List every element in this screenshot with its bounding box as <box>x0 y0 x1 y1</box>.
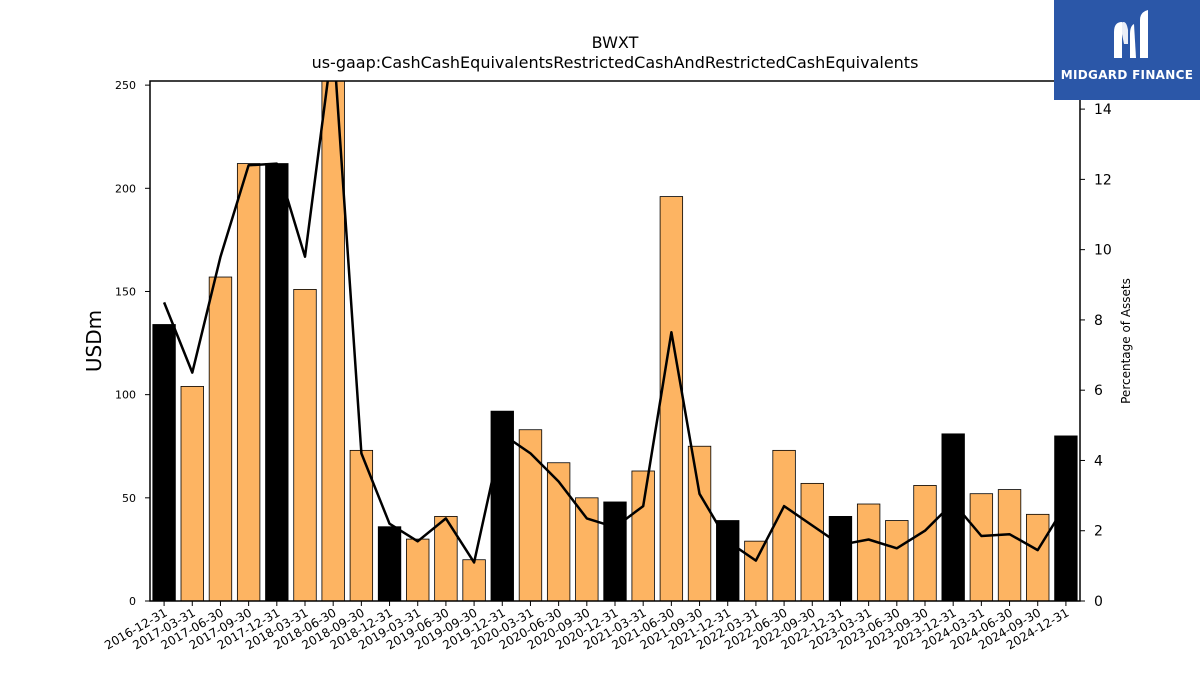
y-tick-label: 50 <box>122 492 136 505</box>
bar <box>180 385 204 602</box>
percentage-line <box>162 81 1067 564</box>
bar <box>575 497 599 602</box>
y-tick-label: 200 <box>115 182 136 195</box>
logo-mark-icon <box>1114 10 1148 58</box>
y2-tick-label: 8 <box>1094 313 1103 329</box>
bar <box>152 324 176 602</box>
bar <box>518 429 543 602</box>
chart-subtitle: us-gaap:CashCashEquivalentsRestrictedCas… <box>312 53 919 72</box>
bar <box>208 276 233 602</box>
bar <box>969 493 994 602</box>
y2-tick-label: 4 <box>1094 453 1103 469</box>
y-tick-label: 100 <box>115 389 136 402</box>
bars-layer <box>152 80 1078 602</box>
bar <box>659 196 684 602</box>
bar <box>941 433 965 602</box>
y2-axis-label: Percentage of Assets <box>1119 278 1133 404</box>
bar <box>236 163 261 602</box>
bar <box>828 515 853 602</box>
y-tick-label: 250 <box>115 79 136 92</box>
bar <box>1026 513 1050 602</box>
bar <box>377 526 402 602</box>
bar <box>716 520 740 602</box>
bar <box>772 449 796 602</box>
y2-tick-label: 2 <box>1094 524 1103 540</box>
bar <box>293 289 317 602</box>
bar <box>744 540 768 602</box>
bar <box>997 489 1022 602</box>
y2-tick-label: 6 <box>1094 383 1103 399</box>
bar <box>265 163 289 602</box>
bar <box>885 520 909 602</box>
bar <box>687 445 712 602</box>
bar <box>462 559 486 602</box>
logo-text: MIDGARD FINANCE <box>1060 68 1194 82</box>
bar <box>631 470 655 602</box>
y2-tick-label: 10 <box>1094 243 1112 259</box>
midgard-finance-logo: MIDGARD FINANCE <box>1054 0 1200 100</box>
bar <box>856 503 881 602</box>
y-tick-label: 0 <box>129 595 136 608</box>
bar <box>913 485 937 602</box>
line-layer <box>162 81 1067 564</box>
y2-tick-label: 12 <box>1094 172 1112 188</box>
bar <box>800 482 824 602</box>
y2-tick-label: 0 <box>1094 594 1103 610</box>
y-tick-label: 150 <box>115 285 136 298</box>
y2-tick-label: 14 <box>1094 102 1112 118</box>
chart-title: BWXT <box>592 33 639 52</box>
bar <box>406 538 430 602</box>
bar <box>603 501 627 602</box>
y-axis-label: USDm <box>82 310 106 372</box>
